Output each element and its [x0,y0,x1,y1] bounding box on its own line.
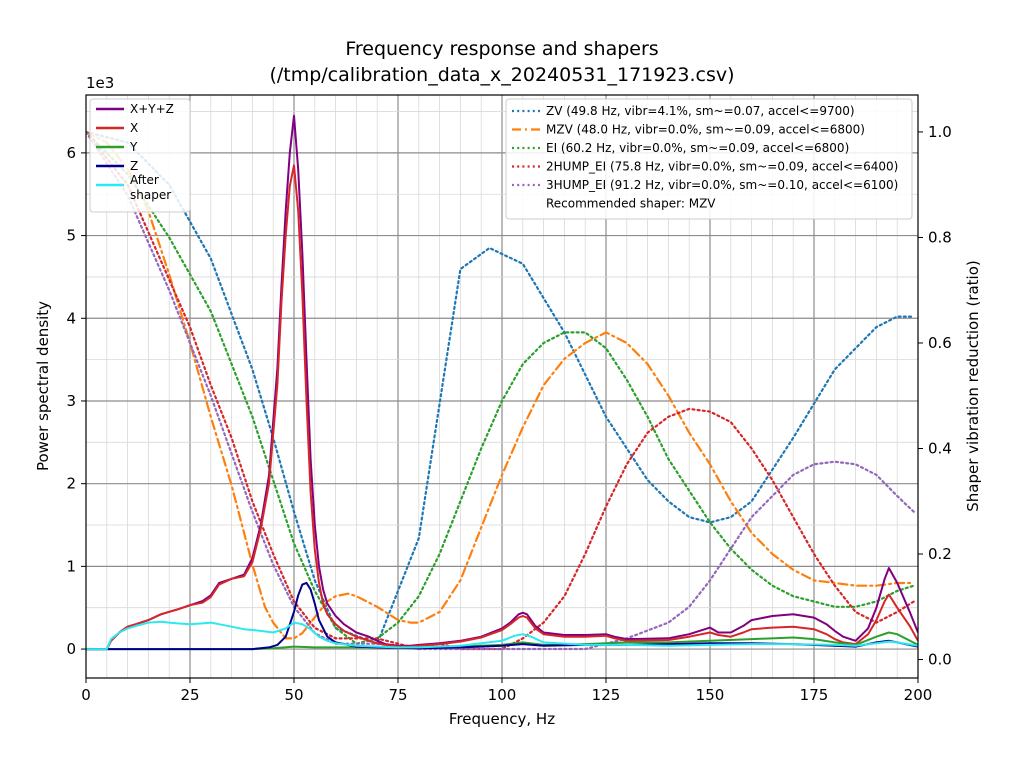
x-tick-label: 200 [904,686,933,704]
x-tick-label: 50 [284,686,303,704]
shaper-line-0 [86,130,915,646]
legend-shaper-label: 3HUMP_EI (91.2 Hz, vibr=0.0%, sm~=0.10, … [546,178,898,192]
legend-shaper-label: 2HUMP_EI (75.8 Hz, vibr=0.0%, sm~=0.09, … [546,160,898,174]
axes: 0 25 50 75 100 125 150 175 200 0 1 2 3 4 5 6 0.0 0.2 0.4 0.… [66,123,951,704]
chart-title: Frequency response and shapers [345,38,658,60]
y-tick-label: 0 [66,640,76,658]
legend-shaper-label: EI (60.2 Hz, vibr=0.0%, sm~=0.09, accel<… [546,141,849,155]
legend-shaper-label: ZV (49.8 Hz, vibr=4.1%, sm~=0.07, accel<… [546,104,855,118]
legend-psd-label: X [130,121,138,135]
y-tick-label: 4 [66,309,76,327]
y-tick-label: 5 [66,227,76,245]
y-tick-label: 1 [66,557,76,575]
legend-psd-label: shaper [130,188,171,202]
y-right-tick-label: 0.2 [928,545,952,563]
y-right-tick-label: 0.8 [928,228,952,246]
shaper-curves [86,130,915,651]
legend-shapers: ZV (49.8 Hz, vibr=4.1%, sm~=0.07, accel<… [505,98,913,220]
shaper-line-1 [86,130,915,640]
y-right-tick-label: 0.6 [928,334,952,352]
y-multiplier-label: 1e3 [86,74,114,92]
psd-curves [86,114,918,651]
x-tick-label: 125 [592,686,621,704]
y-right-tick-label: 0.4 [928,439,952,457]
y-tick-label: 2 [66,475,76,493]
x-tick-label: 175 [800,686,829,704]
legend-psd-label: Y [129,140,138,154]
shaper-line-2 [86,130,915,645]
y-right-tick-label: 1.0 [928,123,952,141]
y-tick-label: 6 [66,144,76,162]
shaper-line-3 [86,130,915,651]
y-right-tick-label: 0.0 [928,651,952,669]
psd-line-4 [86,620,918,651]
legend-shaper-label: MZV (48.0 Hz, vibr=0.0%, sm~=0.09, accel… [546,123,865,137]
legend-psd-label: After [130,173,159,187]
y-right-axis-label: Shaper vibration reduction (ratio) [964,260,982,511]
recommended-shaper-note: Recommended shaper: MZV [546,197,716,211]
y-tick-label: 3 [66,392,76,410]
x-tick-label: 150 [696,686,725,704]
legend-shapers-frame [505,98,913,220]
x-tick-label: 25 [180,686,199,704]
x-tick-label: 100 [488,686,517,704]
legend-psd-label: X+Y+Z [130,102,174,116]
chart-subtitle: (/tmp/calibration_data_x_20240531_171923… [269,64,734,86]
x-axis-label: Frequency, Hz [449,710,555,728]
shaper-line-4 [86,130,915,651]
x-tick-label: 75 [388,686,407,704]
y-axis-label: Power spectral density [34,301,52,471]
x-tick-label: 0 [81,686,91,704]
legend-psd-label: Z [130,159,138,173]
